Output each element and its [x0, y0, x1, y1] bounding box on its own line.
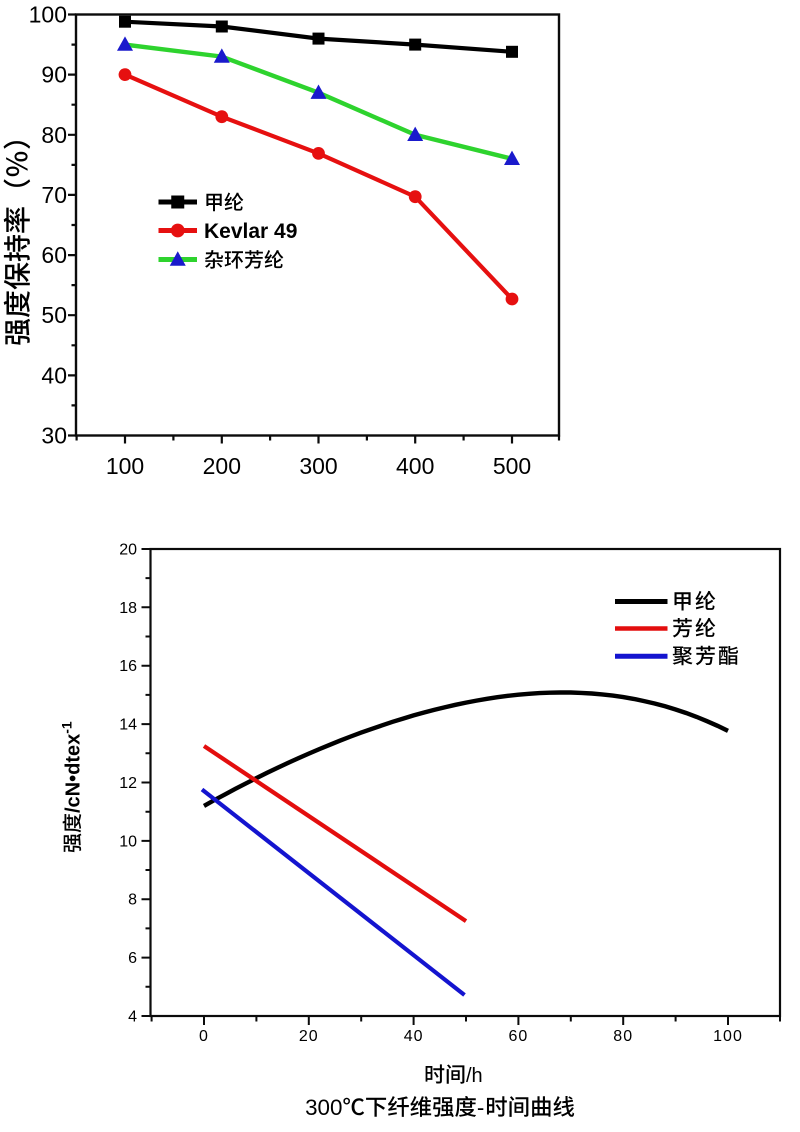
svg-text:18: 18: [119, 600, 137, 617]
svg-text:100: 100: [106, 453, 144, 479]
svg-text:30: 30: [41, 423, 67, 449]
svg-text:-: -: [477, 1095, 484, 1120]
svg-text:16: 16: [119, 658, 137, 675]
svg-text:4: 4: [128, 1009, 137, 1026]
svg-text:80: 80: [41, 122, 67, 148]
svg-text:20: 20: [119, 542, 137, 559]
svg-text:100: 100: [713, 1028, 743, 1045]
svg-text:6: 6: [128, 950, 137, 967]
svg-text:40: 40: [404, 1028, 424, 1045]
svg-text:70: 70: [41, 182, 67, 208]
svg-text:14: 14: [119, 717, 137, 734]
svg-text:500: 500: [493, 453, 531, 479]
svg-text:200: 200: [203, 453, 241, 479]
svg-text:80: 80: [613, 1028, 633, 1045]
svg-text:50: 50: [41, 302, 67, 328]
svg-text:/cN•dtex-1: /cN•dtex-1: [59, 721, 85, 813]
svg-text:90: 90: [41, 62, 67, 88]
svg-text:0: 0: [199, 1028, 209, 1045]
svg-text:20: 20: [299, 1028, 319, 1045]
svg-text:300: 300: [299, 453, 337, 479]
svg-text:100: 100: [29, 2, 67, 28]
svg-text:40: 40: [41, 362, 67, 388]
svg-text:8: 8: [128, 892, 137, 909]
svg-text:12: 12: [119, 775, 137, 792]
svg-text:60: 60: [41, 242, 67, 268]
svg-text:300: 300: [305, 1095, 342, 1120]
svg-text:/h: /h: [466, 1065, 483, 1087]
svg-text:60: 60: [509, 1028, 529, 1045]
svg-text:Kevlar 49: Kevlar 49: [204, 220, 297, 243]
svg-text:10: 10: [119, 833, 137, 850]
svg-text:400: 400: [396, 453, 434, 479]
